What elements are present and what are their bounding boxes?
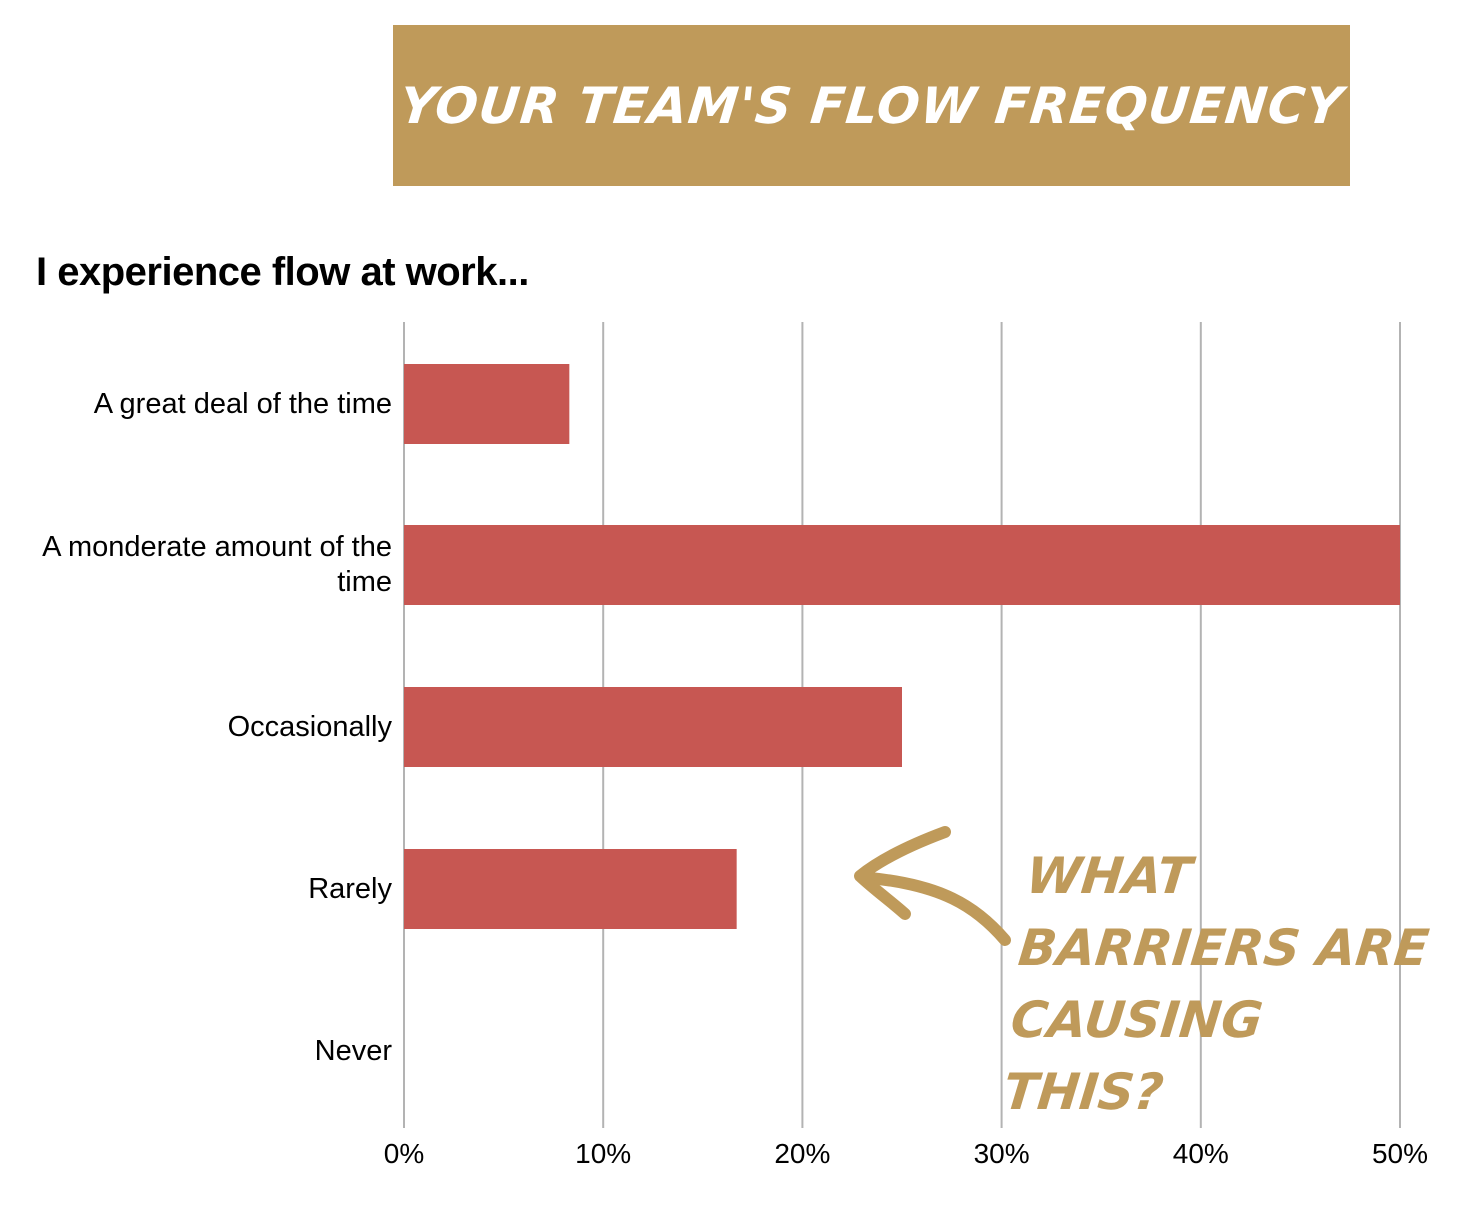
x-tick-label: 10% <box>575 1138 632 1169</box>
category-label: A great deal of the time <box>93 387 392 420</box>
chart-title: I experience flow at work... <box>36 250 529 294</box>
x-tick-label: 50% <box>1371 1138 1429 1169</box>
category-label: Rarely <box>308 872 392 905</box>
x-tick-label: 30% <box>973 1138 1030 1169</box>
bar <box>404 364 570 444</box>
x-tick-label: 0% <box>383 1138 425 1169</box>
bar <box>404 849 737 929</box>
bar <box>404 525 1400 605</box>
category-label: Never <box>314 1034 392 1067</box>
annotation-text: What barriers are causing this? <box>1000 847 1432 1121</box>
category-label: A monderate amount of the time <box>42 531 392 598</box>
x-tick-label: 40% <box>1172 1138 1229 1169</box>
category-label: Occasionally <box>227 710 392 743</box>
bar <box>404 687 902 767</box>
x-tick-label: 20% <box>774 1138 831 1169</box>
